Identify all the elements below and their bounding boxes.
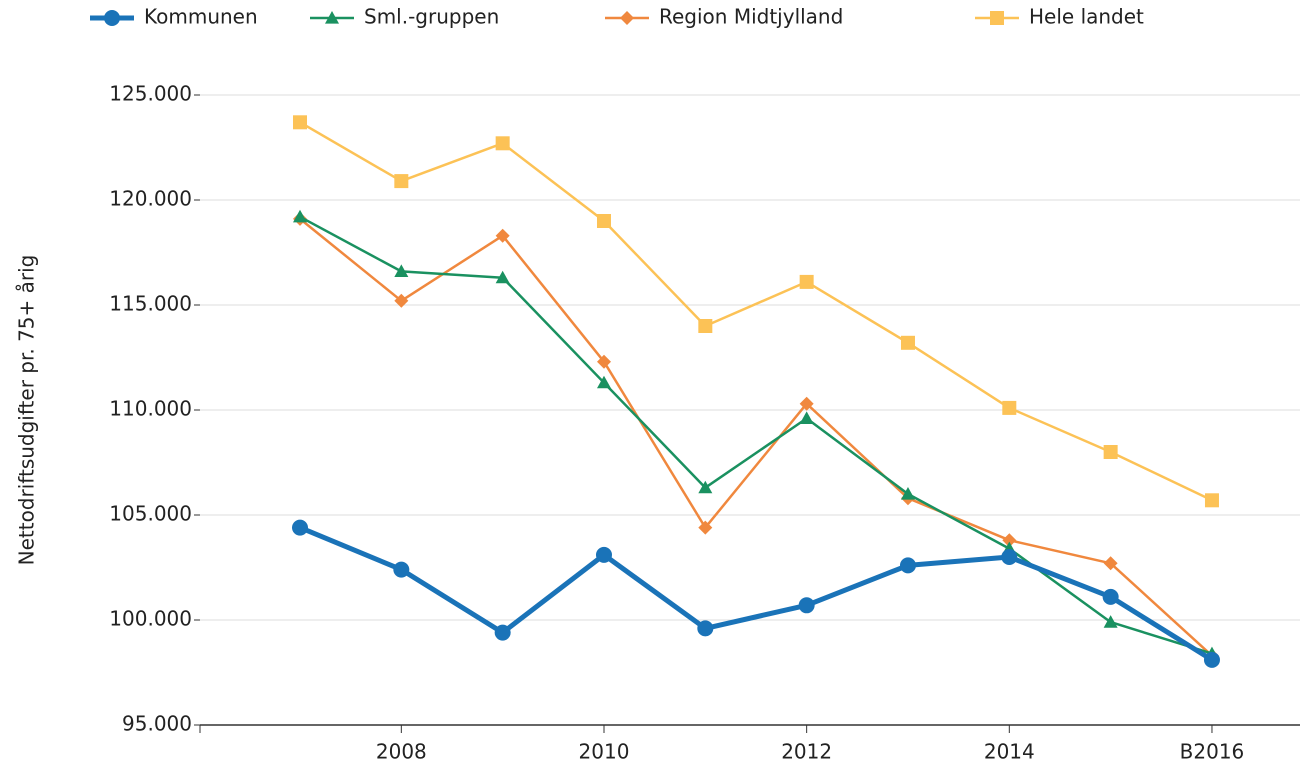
data-point [1103, 445, 1118, 459]
data-point [697, 620, 714, 637]
data-point [596, 375, 611, 389]
legend-label: Sml.-gruppen [364, 5, 499, 29]
y-tick-label: 105.000 [109, 502, 192, 526]
data-point [799, 411, 814, 424]
data-point [495, 228, 510, 243]
data-point [1204, 493, 1219, 508]
y-tick-label: 100.000 [109, 607, 192, 631]
x-tick-label: 2014 [984, 740, 1035, 764]
data-point [393, 561, 410, 578]
data-point [1103, 556, 1118, 571]
legend-label: Kommunen [144, 5, 258, 29]
x-tick-label: 2012 [781, 740, 832, 764]
y-tick-label: 120.000 [109, 187, 192, 211]
series-line [299, 121, 1213, 502]
y-tick-label: 95.000 [122, 712, 192, 736]
y-tick-label: 110.000 [109, 397, 192, 421]
y-tick-label: 115.000 [109, 292, 192, 316]
data-point [799, 274, 814, 289]
data-point [698, 319, 713, 333]
x-tick-label: 2010 [579, 740, 630, 764]
data-point [900, 487, 915, 500]
x-tick-label: 2008 [376, 740, 427, 764]
legend-label: Hele landet [1029, 5, 1144, 29]
data-point [1203, 651, 1220, 668]
data-point [1002, 400, 1017, 415]
data-point [1001, 549, 1018, 565]
data-point [394, 264, 409, 277]
series-line [299, 217, 1213, 657]
data-point [1002, 533, 1017, 548]
data-point [596, 214, 611, 228]
series-line [299, 525, 1214, 663]
y-axis-label: Nettodriftsudgifter pr. 75+ årig [15, 255, 39, 566]
data-point [698, 520, 713, 535]
data-point [495, 270, 510, 284]
data-point [1103, 615, 1118, 628]
data-point [494, 624, 511, 641]
data-point [293, 115, 307, 130]
data-point [293, 209, 307, 223]
series-line [299, 215, 1213, 655]
data-point [899, 557, 916, 574]
legend-label: Region Midtjylland [659, 5, 843, 29]
legend-marker [325, 11, 339, 24]
data-point [1102, 588, 1119, 605]
legend-marker [990, 11, 1004, 25]
data-point [394, 174, 409, 189]
y-tick-label: 125.000 [109, 82, 192, 106]
data-point [394, 293, 409, 308]
data-point [798, 597, 815, 614]
data-point [596, 354, 611, 369]
data-point [900, 335, 915, 350]
legend-marker [620, 11, 634, 25]
x-tick-label: B2016 [1180, 740, 1245, 764]
data-point [292, 519, 308, 536]
data-point [799, 396, 814, 411]
legend-marker [104, 10, 120, 26]
data-point [595, 546, 612, 563]
data-point [495, 136, 510, 151]
data-point [698, 480, 713, 494]
